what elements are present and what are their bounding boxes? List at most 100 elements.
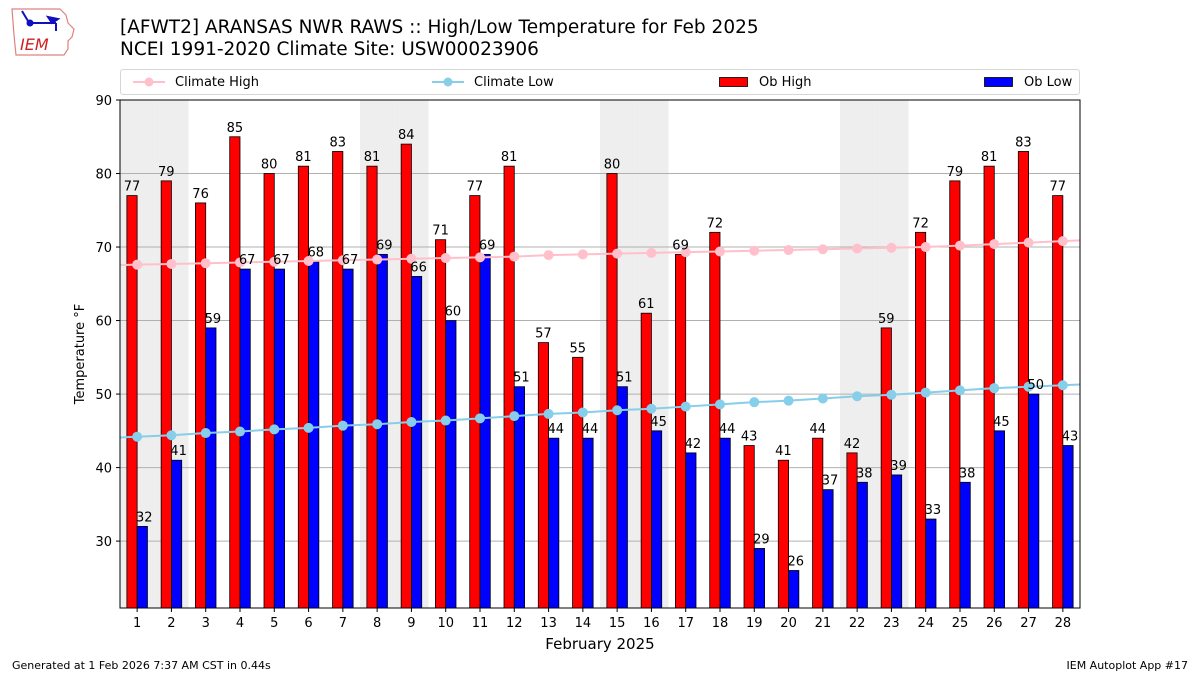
ob-high-bar xyxy=(1052,195,1064,609)
climate-high-point xyxy=(783,244,794,255)
y-tick-label: 80 xyxy=(95,168,112,183)
ob-low-bar xyxy=(685,452,697,609)
ob-low-bar xyxy=(136,525,148,609)
climate-high-point xyxy=(646,247,657,258)
ob-low-label: 68 xyxy=(307,246,324,261)
ob-high-label: 81 xyxy=(364,150,381,165)
ob-high-label: 44 xyxy=(809,422,826,437)
ob-high-label: 80 xyxy=(604,158,621,173)
ob-high-bar xyxy=(915,231,927,609)
ob-low-bar xyxy=(308,261,320,609)
legend-swatch-icon xyxy=(719,77,748,87)
ob-low-bar xyxy=(582,437,594,609)
ob-low-bar xyxy=(719,437,731,609)
logo-text: IEM xyxy=(20,35,49,54)
ob-low-bar xyxy=(822,489,834,609)
x-tick-label: 27 xyxy=(1020,616,1037,631)
ob-high-bar xyxy=(297,165,309,609)
ob-high-bar xyxy=(332,151,344,609)
ob-high-label: 81 xyxy=(295,150,312,165)
legend-line-marker-icon xyxy=(133,77,165,87)
ob-high-bar xyxy=(126,195,138,609)
ob-high-label: 72 xyxy=(912,216,929,231)
x-tick-label: 20 xyxy=(780,616,797,631)
climate-low-point xyxy=(817,393,828,404)
climate-high-point xyxy=(817,244,828,255)
climate-low-point xyxy=(612,405,623,416)
climate-high-point xyxy=(612,248,623,259)
climate-low-point xyxy=(235,426,245,437)
ob-low-bar xyxy=(445,320,457,609)
ob-high-label: 84 xyxy=(398,128,415,143)
ob-high-label: 76 xyxy=(192,187,209,202)
ob-low-label: 69 xyxy=(479,238,496,253)
ob-high-bar xyxy=(400,143,412,609)
ob-high-label: 42 xyxy=(844,437,861,452)
ob-low-label: 39 xyxy=(890,459,907,474)
ob-low-label: 44 xyxy=(547,422,564,437)
climate-low-point xyxy=(132,431,143,442)
climate-high-point xyxy=(852,243,863,254)
ob-low-bar xyxy=(548,437,560,609)
legend-label: Climate High xyxy=(175,74,260,90)
climate-low-line xyxy=(119,383,1081,439)
ob-low-label: 50 xyxy=(1027,378,1044,393)
x-tick-label: 21 xyxy=(815,616,832,631)
climate-low-point xyxy=(920,387,931,398)
climate-low-point xyxy=(749,397,760,408)
climate-low-point xyxy=(783,395,794,406)
ob-low-bar xyxy=(993,430,1005,609)
weather-station-icon xyxy=(21,10,61,31)
ob-high-label: 77 xyxy=(1049,180,1066,195)
climate-low-point xyxy=(852,391,863,402)
climate-high-point xyxy=(543,250,554,261)
ob-low-label: 67 xyxy=(273,253,290,268)
ob-low-bar xyxy=(239,268,251,609)
ob-high-bar xyxy=(606,173,618,609)
ob-low-label: 67 xyxy=(342,253,359,268)
climate-high-point xyxy=(200,258,211,269)
ob-low-label: 29 xyxy=(753,532,770,547)
generated-timestamp: Generated at 1 Feb 2026 7:37 AM CST in 0… xyxy=(12,659,271,672)
ob-low-label: 51 xyxy=(616,371,633,386)
x-axis-label: February 2025 xyxy=(545,635,654,653)
climate-low-point xyxy=(166,430,177,441)
ob-high-bar xyxy=(743,445,755,609)
climate-low-point xyxy=(680,401,691,412)
climate-low-point xyxy=(269,424,280,435)
ob-low-label: 60 xyxy=(445,305,462,320)
x-tick-label: 2 xyxy=(167,616,175,631)
x-tick-label: 11 xyxy=(472,616,489,631)
ob-high-bar xyxy=(572,356,584,609)
ob-high-label: 43 xyxy=(741,430,758,445)
y-tick-label: 60 xyxy=(95,315,112,330)
ob-low-label: 44 xyxy=(719,422,736,437)
ob-low-label: 41 xyxy=(170,444,187,459)
climate-high-point xyxy=(337,255,348,266)
climate-low-point xyxy=(406,417,417,428)
climate-high-point xyxy=(715,246,725,257)
x-tick-label: 17 xyxy=(677,616,694,631)
ob-low-bar xyxy=(788,570,800,609)
climate-high-point xyxy=(680,247,691,258)
app-credit: IEM Autoplot App #17 xyxy=(1066,659,1189,672)
climate-high-point xyxy=(406,253,417,264)
ob-low-bar xyxy=(616,386,628,609)
ob-low-bar xyxy=(411,276,423,609)
chart-title: [AFWT2] ARANSAS NWR RAWS :: High/Low Tem… xyxy=(120,17,759,38)
ob-low-label: 38 xyxy=(856,466,873,481)
ob-high-label: 57 xyxy=(535,327,552,342)
ob-low-label: 44 xyxy=(582,422,599,437)
climate-low-point xyxy=(715,399,725,410)
ob-high-label: 81 xyxy=(981,150,998,165)
ob-high-bar xyxy=(263,173,275,609)
ob-high-label: 71 xyxy=(432,224,449,239)
y-tick-label: 70 xyxy=(95,241,112,256)
climate-low-point xyxy=(955,385,965,396)
ob-high-label: 69 xyxy=(672,238,689,253)
y-tick-label: 30 xyxy=(95,535,112,550)
y-tick-label: 50 xyxy=(95,388,112,403)
climate-low-point xyxy=(886,389,897,400)
ob-high-label: 80 xyxy=(261,158,278,173)
